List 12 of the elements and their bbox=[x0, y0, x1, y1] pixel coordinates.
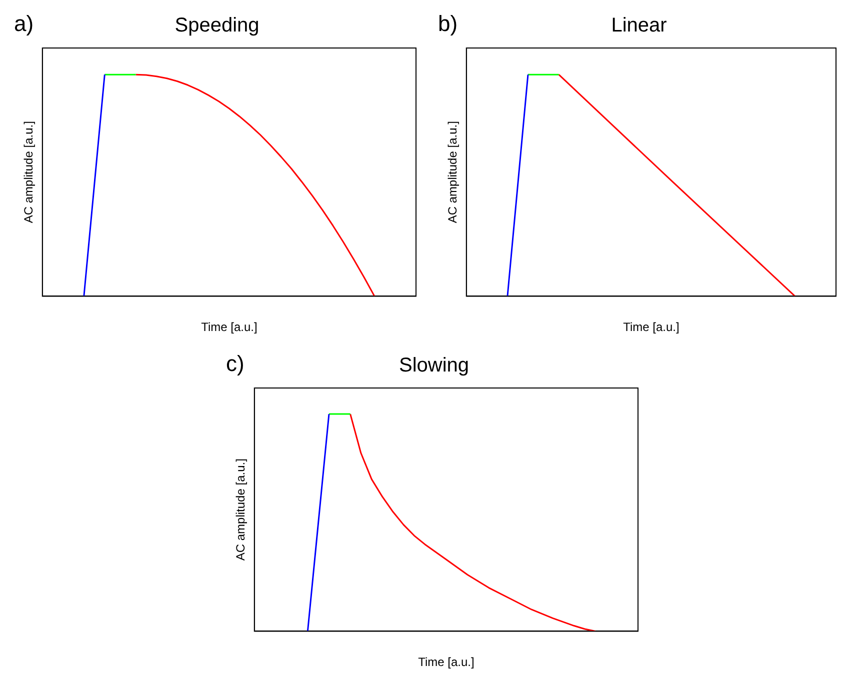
x-axis-title: Time [a.u.] bbox=[201, 320, 258, 334]
text: a) bbox=[14, 11, 34, 36]
x-axis-title: Time [a.u.] bbox=[623, 320, 680, 334]
y-axis-title: AC amplitude [a.u.] bbox=[22, 121, 36, 224]
chart-title: Linear bbox=[611, 14, 668, 37]
text: c) bbox=[226, 351, 244, 376]
y-axis-title: AC amplitude [a.u.] bbox=[234, 458, 248, 561]
text: b) bbox=[438, 11, 458, 36]
x-axis-title: Time [a.u.] bbox=[418, 655, 474, 670]
y-axis-title: AC amplitude [a.u.] bbox=[446, 121, 460, 224]
chart-title: Slowing bbox=[398, 354, 470, 377]
chart-title: Speeding bbox=[174, 14, 260, 37]
